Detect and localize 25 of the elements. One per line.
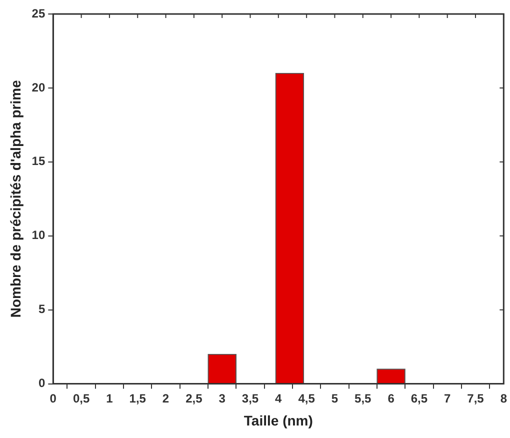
x-tick-label: 4 (275, 391, 282, 406)
x-tick-label: 2,5 (186, 391, 203, 406)
x-tick-label: 4,5 (298, 391, 316, 406)
x-tick-label: 7 (444, 391, 452, 406)
x-tick-label: 7,5 (467, 391, 484, 406)
x-tick-label: 6 (388, 391, 395, 406)
y-tick-label: 20 (32, 80, 46, 94)
x-tick-label: 0,5 (72, 391, 90, 406)
y-tick-label: 5 (38, 302, 46, 316)
y-tick-label: 10 (32, 228, 46, 242)
y-tick-label: 25 (32, 6, 46, 20)
x-tick-label: 3,5 (242, 391, 259, 406)
x-tick-label: 0 (50, 391, 57, 406)
y-tick-label: 0 (38, 376, 46, 390)
x-tick-label: 1 (106, 391, 114, 406)
x-axis-title: Taille (nm) (244, 412, 313, 428)
x-tick-label: 3 (218, 391, 226, 406)
y-axis-title: Nombre de précipités d'alpha prime (7, 80, 24, 318)
x-tick-label: 6,5 (410, 391, 428, 406)
x-tick-label: 8 (500, 391, 508, 406)
x-tick-label: 5 (331, 391, 338, 406)
y-tick-label: 15 (32, 154, 46, 168)
x-tick-label: 1,5 (129, 391, 146, 406)
x-tick-label: 5,5 (354, 391, 372, 406)
x-tick-label: 2 (162, 391, 170, 406)
